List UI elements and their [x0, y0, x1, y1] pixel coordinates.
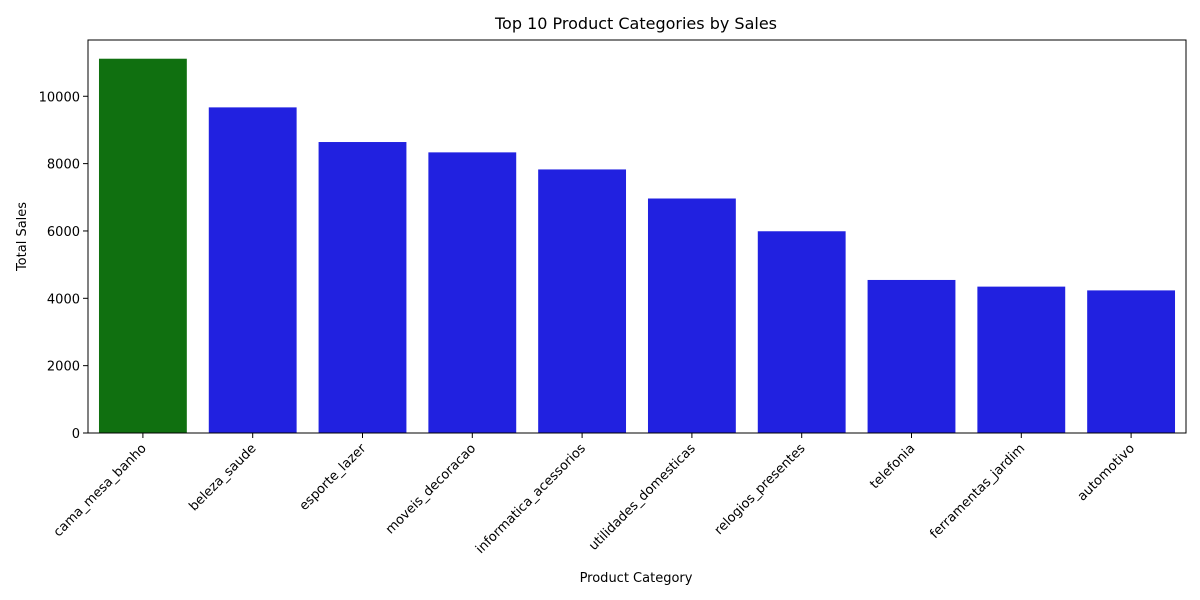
x-tick-label: telefonia [867, 441, 918, 492]
y-tick-label: 4000 [47, 292, 80, 307]
bar-beleza-saude [208, 107, 297, 433]
plot-frame [87, 39, 1187, 434]
x-tick-label: automotivo [1075, 441, 1138, 504]
x-tick-label: moveis_decoracao [383, 441, 479, 537]
bars-layer [98, 58, 1176, 434]
y-tick-label: 10000 [39, 90, 80, 105]
y-tick-label: 0 [72, 427, 80, 442]
x-axis: cama_mesa_banho beleza_saude esporte_lazer… [51, 433, 1138, 557]
x-tick-label: beleza_saude [186, 441, 259, 514]
y-tick-label: 6000 [47, 225, 80, 240]
x-tick-label: utilidades_domesticas [586, 441, 699, 554]
bar-relogios-presentes [757, 231, 846, 433]
bar-telefonia [867, 279, 956, 433]
bar-ferramentas-jardim [977, 286, 1066, 433]
bar-automotivo [1087, 290, 1176, 433]
x-tick-label: ferramentas_jardim [927, 441, 1028, 542]
x-tick-label: informatica_acessorios [473, 441, 589, 557]
x-axis-title: Product Category [580, 571, 693, 586]
y-axis-title: Total Sales [15, 202, 30, 272]
y-tick-label: 2000 [47, 360, 80, 375]
x-tick-label: cama_mesa_banho [51, 441, 150, 540]
y-axis: 0 2000 4000 6000 8000 10000 [39, 90, 88, 442]
bar-cama-mesa-banho [98, 58, 187, 434]
y-tick-label: 8000 [47, 158, 80, 173]
x-tick-label: esporte_lazer [297, 441, 370, 514]
bar-utilidades-domesticas [647, 198, 736, 433]
bar-moveis-decoracao [428, 152, 517, 433]
chart-title: Top 10 Product Categories by Sales [494, 14, 777, 33]
x-tick-label: relogios_presentes [712, 441, 809, 538]
bar-informatica-acessorios [538, 169, 627, 433]
bar-esporte-lazer [318, 142, 407, 433]
